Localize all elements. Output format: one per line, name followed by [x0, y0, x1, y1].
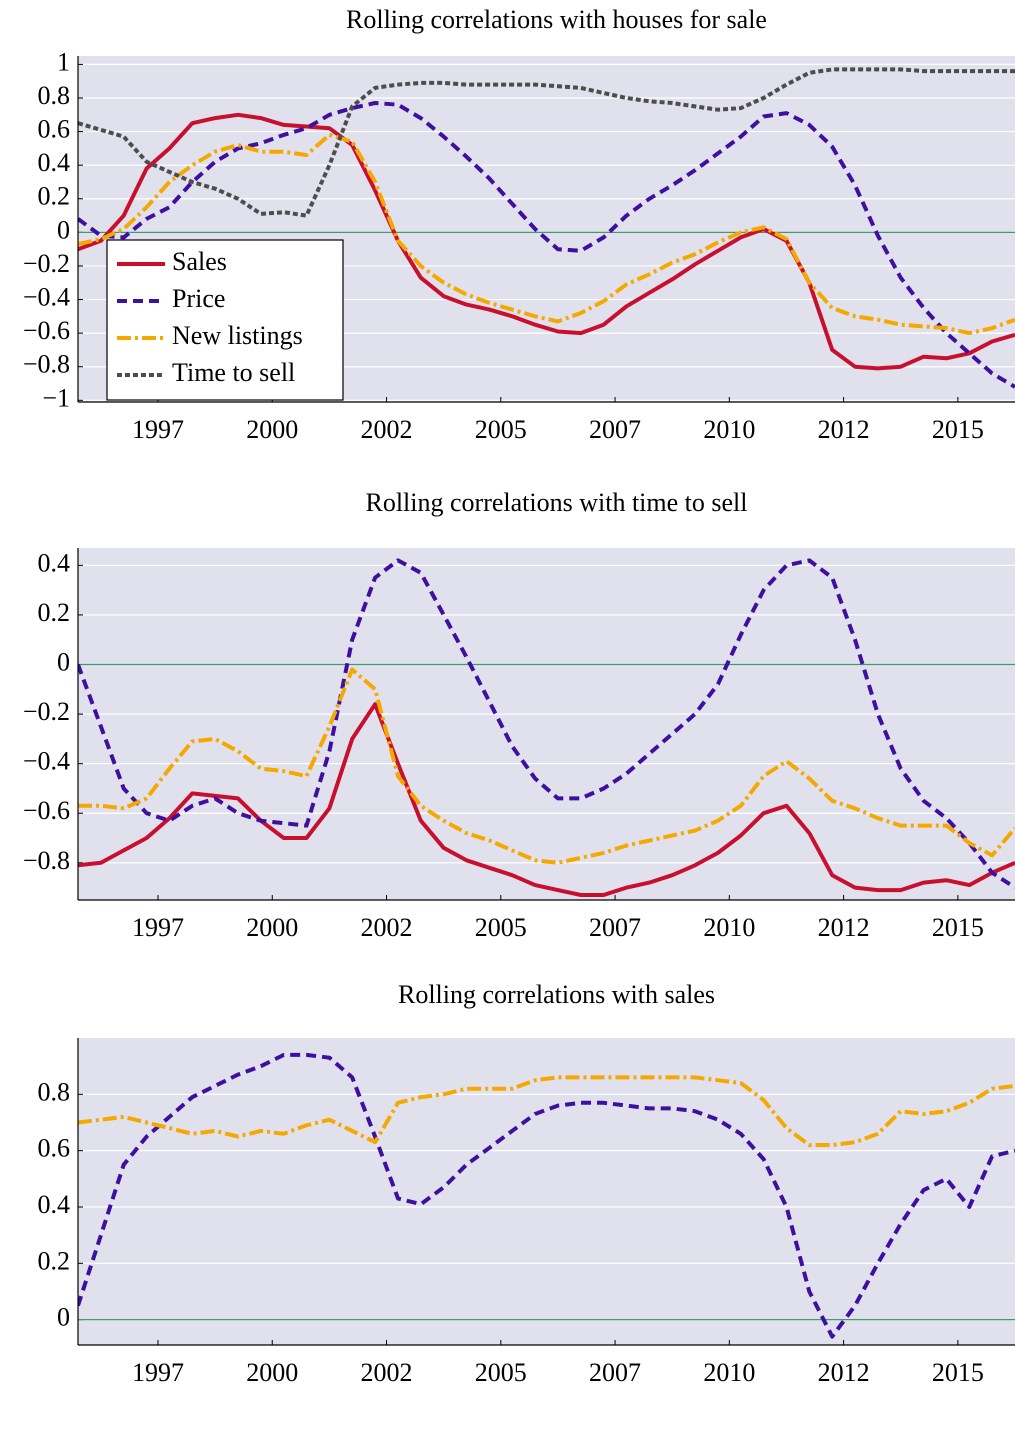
legend-label: Price	[172, 284, 225, 313]
x-tick-label: 2010	[703, 1358, 755, 1387]
x-tick-label: 2010	[703, 415, 755, 444]
y-tick-label: −0.8	[23, 846, 70, 875]
y-tick-label: −0.2	[23, 249, 70, 278]
series-line	[78, 667, 1015, 865]
x-tick-label: 1997	[132, 913, 184, 942]
plot-background	[78, 1038, 1015, 1345]
y-tick-label: 1	[57, 47, 70, 76]
y-tick-label: −1	[42, 383, 70, 412]
x-tick-label: 2012	[818, 913, 870, 942]
x-tick-label: 1997	[132, 415, 184, 444]
x-tick-label: 2005	[475, 1358, 527, 1387]
y-tick-label: −0.2	[23, 697, 70, 726]
y-tick-label: 0.2	[38, 598, 71, 627]
x-tick-label: 1997	[132, 1358, 184, 1387]
x-tick-label: 2005	[475, 415, 527, 444]
y-tick-label: 0	[57, 1303, 70, 1332]
x-tick-label: 2007	[589, 415, 641, 444]
x-tick-label: 2000	[246, 913, 298, 942]
x-tick-label: 2015	[932, 1358, 984, 1387]
y-tick-label: −0.8	[23, 350, 70, 379]
legend-label: New listings	[172, 321, 303, 350]
x-tick-label: 2015	[932, 913, 984, 942]
y-tick-label: 0.2	[38, 1246, 71, 1275]
x-tick-label: 2000	[246, 415, 298, 444]
y-tick-label: 0.4	[38, 1190, 71, 1219]
series-line	[78, 1075, 1015, 1147]
series-line	[78, 67, 1015, 218]
y-tick-label: 0.8	[38, 1077, 71, 1106]
x-tick-label: 2002	[361, 913, 413, 942]
legend-label: Time to sell	[172, 358, 295, 387]
series-line	[78, 558, 1015, 890]
y-tick-label: 0	[57, 215, 70, 244]
x-tick-label: 2007	[589, 1358, 641, 1387]
series-line	[78, 702, 1015, 897]
x-tick-label: 2005	[475, 913, 527, 942]
chart-title: Rolling correlations with sales	[398, 980, 715, 1009]
x-tick-label: 2002	[361, 1358, 413, 1387]
legend-box	[106, 239, 344, 401]
x-tick-label: 2007	[589, 913, 641, 942]
y-tick-label: 0.4	[38, 148, 71, 177]
y-tick-label: 0	[57, 647, 70, 676]
series-line	[78, 1052, 1015, 1339]
y-tick-label: 0.8	[38, 81, 71, 110]
series-line	[78, 101, 1015, 389]
plot-background	[78, 548, 1015, 900]
legend: Sales Price New listings Time to sell	[106, 239, 344, 401]
y-tick-label: −0.6	[23, 796, 70, 825]
legend-label: Sales	[172, 247, 227, 276]
y-tick-label: 0.4	[38, 548, 71, 577]
x-tick-label: 2012	[818, 415, 870, 444]
y-tick-label: 0.6	[38, 115, 71, 144]
y-tick-label: 0.2	[38, 182, 71, 211]
x-tick-label: 2015	[932, 415, 984, 444]
series-group	[78, 558, 1015, 897]
series-line	[78, 112, 1015, 371]
series-group	[78, 1052, 1015, 1339]
y-tick-label: −0.4	[23, 747, 70, 776]
chart-title: Rolling correlations with time to sell	[365, 488, 747, 517]
y-tick-label: −0.4	[23, 283, 70, 312]
chart-title: Rolling correlations with houses for sal…	[346, 5, 767, 34]
series-line	[78, 132, 1015, 336]
series-group	[78, 67, 1015, 389]
x-tick-label: 2012	[818, 1358, 870, 1387]
y-tick-label: −0.6	[23, 316, 70, 345]
x-tick-label: 2000	[246, 1358, 298, 1387]
x-tick-label: 2010	[703, 913, 755, 942]
y-tick-label: 0.6	[38, 1134, 71, 1163]
x-tick-label: 2002	[361, 415, 413, 444]
